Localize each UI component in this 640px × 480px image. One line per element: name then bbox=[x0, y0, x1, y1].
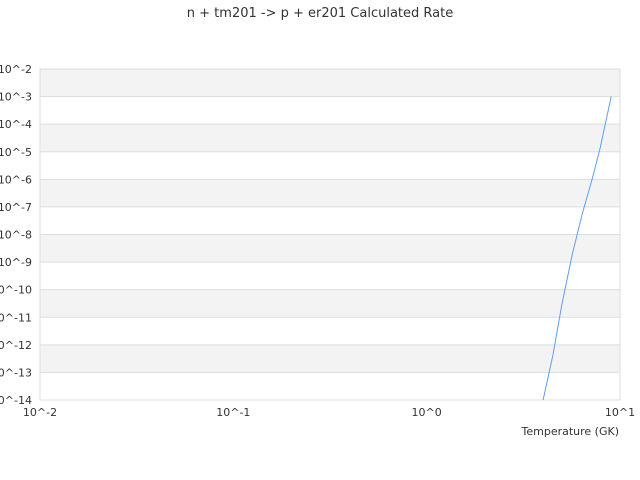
y-tick-label: 10^-14 bbox=[0, 394, 32, 407]
y-tick-label: 10^-13 bbox=[0, 366, 32, 379]
grid-band bbox=[40, 69, 620, 97]
y-tick-label: 10^-6 bbox=[0, 173, 32, 186]
y-tick-label: 10^-11 bbox=[0, 311, 32, 324]
grid-band bbox=[40, 372, 620, 400]
x-tick-label: 10^1 bbox=[605, 406, 635, 419]
grid-band bbox=[40, 262, 620, 290]
y-tick-label: 10^-3 bbox=[0, 91, 32, 104]
grid-band bbox=[40, 124, 620, 152]
x-tick-label: 10^0 bbox=[412, 406, 442, 419]
x-axis-label: Temperature (GK) bbox=[521, 425, 620, 438]
grid-band bbox=[40, 179, 620, 207]
grid-band bbox=[40, 234, 620, 263]
x-tick-label: 10^-2 bbox=[23, 406, 57, 419]
y-tick-label: 10^-4 bbox=[0, 118, 32, 131]
y-tick-label: 10^-7 bbox=[0, 201, 32, 214]
grid-band bbox=[40, 344, 620, 373]
x-tick-label: 10^-1 bbox=[216, 406, 250, 419]
grid-band bbox=[40, 206, 620, 235]
y-tick-label: 10^-5 bbox=[0, 146, 32, 159]
y-tick-label: 10^-8 bbox=[0, 229, 32, 242]
grid-band bbox=[40, 289, 620, 318]
y-tick-label: 10^-9 bbox=[0, 256, 32, 269]
chart-title: n + tm201 -> p + er201 Calculated Rate bbox=[187, 6, 453, 21]
series-line bbox=[542, 96, 612, 401]
grid-band bbox=[40, 317, 620, 345]
y-tick-label: 10^-2 bbox=[0, 63, 32, 76]
grid-band bbox=[40, 96, 620, 125]
grid-band bbox=[40, 151, 620, 180]
plot-border bbox=[39, 68, 621, 401]
y-tick-label: 10^-10 bbox=[0, 284, 32, 297]
y-tick-label: 10^-12 bbox=[0, 339, 32, 352]
